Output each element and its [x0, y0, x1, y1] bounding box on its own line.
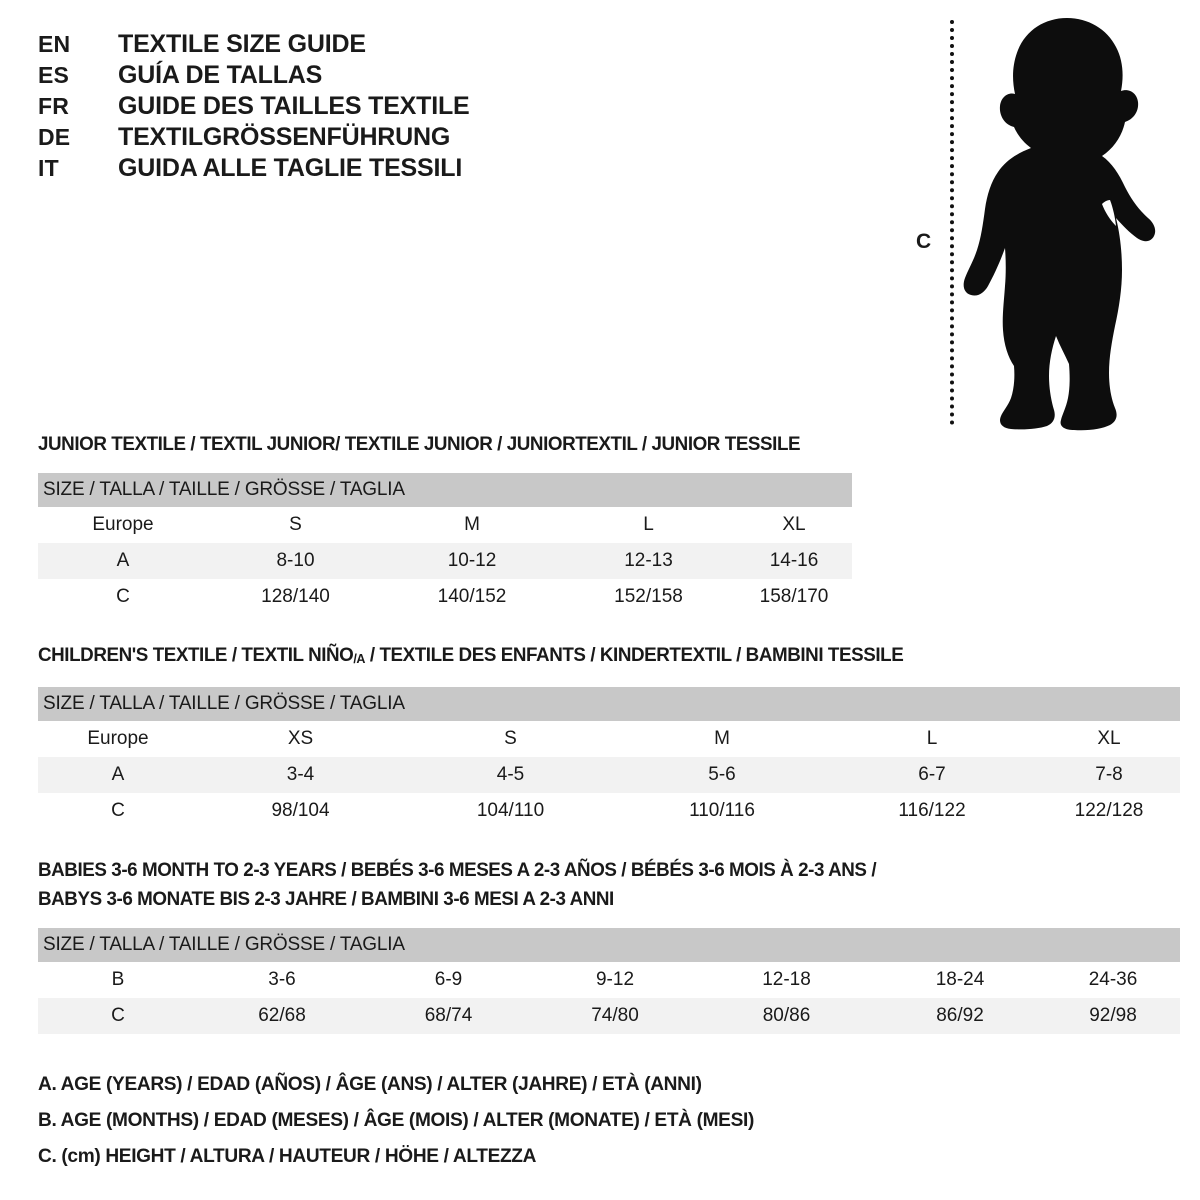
babies-height-12-18: 80/86 [699, 998, 874, 1034]
section-title-children-part1: CHILDREN'S TEXTILE / TEXTIL NIÑO [38, 644, 354, 666]
children-height-m: 110/116 [618, 793, 826, 829]
junior-band-row: SIZE / TALLA / TAILLE / GRÖSSE / TAGLIA [38, 473, 852, 507]
junior-size-l: L [561, 507, 736, 543]
junior-height-l: 152/158 [561, 579, 736, 615]
table-row: C 98/104 104/110 110/116 116/122 122/128 [38, 793, 1180, 829]
language-row-de: DE TEXTILGRÖSSENFÜHRUNG [38, 123, 558, 154]
babies-row-label-b: B [38, 962, 198, 998]
junior-age-m: 10-12 [383, 543, 561, 579]
children-row-label-c: C [38, 793, 198, 829]
language-code-en: EN [38, 31, 71, 57]
junior-age-l: 12-13 [561, 543, 736, 579]
section-title-children: CHILDREN'S TEXTILE / TEXTIL NIÑO/A / TEX… [38, 641, 1140, 673]
children-height-s: 104/110 [403, 793, 618, 829]
section-title-children-part2: / TEXTILE DES ENFANTS / KINDERTEXTIL / B… [365, 644, 904, 666]
section-babies-textile: BABIES 3-6 MONTH TO 2-3 YEARS / BEBÉS 3-… [38, 856, 1180, 1034]
legend-line-a: A. AGE (YEARS) / EDAD (AÑOS) / ÂGE (ANS)… [38, 1073, 702, 1095]
table-row: Europe S M L XL [38, 507, 852, 543]
children-size-xl: XL [1038, 721, 1180, 757]
child-silhouette-icon [963, 18, 1156, 431]
language-title-fr: GUIDE DES TAILLES TEXTILE [118, 92, 470, 120]
height-illustration: C [900, 12, 1190, 432]
children-size-table: SIZE / TALLA / TAILLE / GRÖSSE / TAGLIA … [38, 687, 1180, 829]
babies-size-table: SIZE / TALLA / TAILLE / GRÖSSE / TAGLIA … [38, 928, 1180, 1034]
children-row-label-europe: Europe [38, 721, 198, 757]
language-row-it: IT GUIDA ALLE TAGLIE TESSILI [38, 154, 558, 185]
children-age-l: 6-7 [826, 757, 1038, 793]
language-row-fr: FR GUIDE DES TAILLES TEXTILE [38, 92, 558, 123]
babies-height-3-6: 62/68 [198, 998, 366, 1034]
children-size-s: S [403, 721, 618, 757]
language-title-it: GUIDA ALLE TAGLIE TESSILI [118, 154, 463, 182]
junior-height-s: 128/140 [208, 579, 383, 615]
junior-row-label-c: C [38, 579, 208, 615]
section-title-children-sub: /A [353, 651, 366, 666]
legend-block: A. AGE (YEARS) / EDAD (AÑOS) / ÂGE (ANS)… [38, 1066, 769, 1174]
children-band-label: SIZE / TALLA / TAILLE / GRÖSSE / TAGLIA [38, 687, 1180, 721]
children-age-xl: 7-8 [1038, 757, 1180, 793]
children-age-xs: 3-4 [198, 757, 403, 793]
junior-size-s: S [208, 507, 383, 543]
legend-line-b: B. AGE (MONTHS) / EDAD (MESES) / ÂGE (MO… [38, 1109, 754, 1131]
children-height-xs: 98/104 [198, 793, 403, 829]
language-code-de: DE [38, 124, 71, 150]
section-children-textile: CHILDREN'S TEXTILE / TEXTIL NIÑO/A / TEX… [38, 641, 1180, 829]
language-code-es: ES [38, 62, 70, 88]
junior-height-xl: 158/170 [736, 579, 852, 615]
babies-age-12-18: 12-18 [699, 962, 874, 998]
babies-band-label: SIZE / TALLA / TAILLE / GRÖSSE / TAGLIA [38, 928, 1180, 962]
language-title-en: TEXTILE SIZE GUIDE [118, 30, 366, 58]
babies-height-18-24: 86/92 [874, 998, 1046, 1034]
junior-age-xl: 14-16 [736, 543, 852, 579]
babies-band-row: SIZE / TALLA / TAILLE / GRÖSSE / TAGLIA [38, 928, 1180, 962]
table-row: C 62/68 68/74 74/80 80/86 86/92 92/98 [38, 998, 1180, 1034]
table-row: Europe XS S M L XL [38, 721, 1180, 757]
babies-row-label-c: C [38, 998, 198, 1034]
children-band-row: SIZE / TALLA / TAILLE / GRÖSSE / TAGLIA [38, 687, 1180, 721]
children-height-xl: 122/128 [1038, 793, 1180, 829]
height-measure-label: C [916, 230, 932, 253]
babies-age-24-36: 24-36 [1046, 962, 1180, 998]
junior-row-label-europe: Europe [38, 507, 208, 543]
language-header-block: EN TEXTILE SIZE GUIDE ES GUÍA DE TALLAS … [38, 30, 558, 185]
children-height-l: 116/122 [826, 793, 1038, 829]
junior-age-s: 8-10 [208, 543, 383, 579]
height-dotted-line [950, 20, 954, 425]
language-code-fr: FR [38, 93, 70, 119]
table-row: A 3-4 4-5 5-6 6-7 7-8 [38, 757, 1180, 793]
language-code-it: IT [38, 155, 59, 181]
section-title-babies-line1: BABIES 3-6 MONTH TO 2-3 YEARS / BEBÉS 3-… [38, 859, 877, 881]
section-title-babies-line2: BABYS 3-6 MONATE BIS 2-3 JAHRE / BAMBINI… [38, 888, 614, 910]
table-row: C 128/140 140/152 152/158 158/170 [38, 579, 852, 615]
table-row: B 3-6 6-9 9-12 12-18 18-24 24-36 [38, 962, 1180, 998]
children-row-label-a: A [38, 757, 198, 793]
language-row-es: ES GUÍA DE TALLAS [38, 61, 558, 92]
children-size-xs: XS [198, 721, 403, 757]
children-size-m: M [618, 721, 826, 757]
language-title-de: TEXTILGRÖSSENFÜHRUNG [118, 123, 451, 151]
children-size-l: L [826, 721, 1038, 757]
junior-size-m: M [383, 507, 561, 543]
children-age-m: 5-6 [618, 757, 826, 793]
junior-size-xl: XL [736, 507, 852, 543]
section-junior-textile: JUNIOR TEXTILE / TEXTIL JUNIOR/ TEXTILE … [38, 430, 852, 615]
babies-age-9-12: 9-12 [531, 962, 699, 998]
children-age-s: 4-5 [403, 757, 618, 793]
section-title-junior: JUNIOR TEXTILE / TEXTIL JUNIOR/ TEXTILE … [38, 433, 801, 455]
babies-height-9-12: 74/80 [531, 998, 699, 1034]
babies-height-24-36: 92/98 [1046, 998, 1180, 1034]
junior-size-table: SIZE / TALLA / TAILLE / GRÖSSE / TAGLIA … [38, 473, 852, 615]
babies-height-6-9: 68/74 [366, 998, 531, 1034]
babies-age-18-24: 18-24 [874, 962, 1046, 998]
junior-height-m: 140/152 [383, 579, 561, 615]
language-title-es: GUÍA DE TALLAS [118, 61, 323, 89]
language-row-en: EN TEXTILE SIZE GUIDE [38, 30, 558, 61]
junior-band-label: SIZE / TALLA / TAILLE / GRÖSSE / TAGLIA [38, 473, 852, 507]
babies-age-6-9: 6-9 [366, 962, 531, 998]
legend-line-c: C. (cm) HEIGHT / ALTURA / HAUTEUR / HÖHE… [38, 1145, 537, 1167]
junior-row-label-a: A [38, 543, 208, 579]
babies-age-3-6: 3-6 [198, 962, 366, 998]
table-row: A 8-10 10-12 12-13 14-16 [38, 543, 852, 579]
